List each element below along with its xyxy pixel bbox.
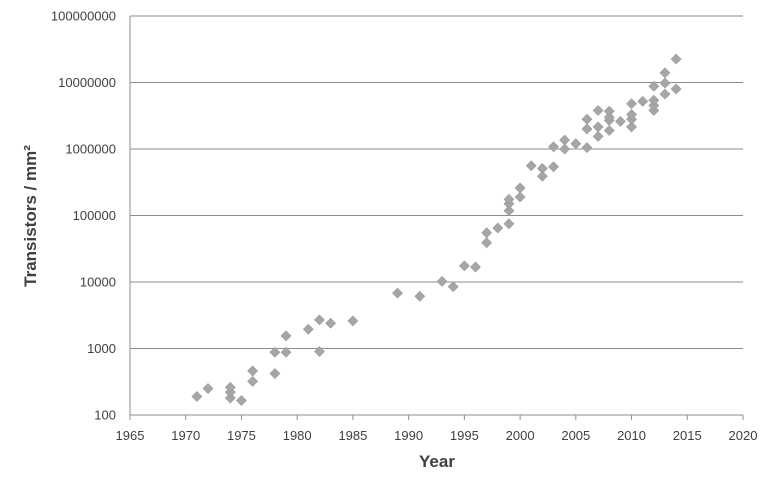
x-tick-label: 1975 bbox=[227, 428, 256, 443]
data-point bbox=[247, 365, 259, 377]
y-tick-labels: 100 1000 10000 100000 1000000 10000000 1000000… bbox=[51, 9, 116, 423]
x-tick-label: 2005 bbox=[561, 428, 590, 443]
data-point bbox=[592, 130, 604, 142]
x-tick-label: 1990 bbox=[394, 428, 423, 443]
data-point bbox=[536, 163, 548, 174]
data-point bbox=[670, 83, 682, 95]
x-tick-label: 2015 bbox=[673, 428, 702, 443]
data-point bbox=[458, 260, 470, 272]
y-tick-label: 1000 bbox=[87, 341, 116, 356]
data-point bbox=[302, 323, 314, 335]
x-tick-label: 2020 bbox=[729, 428, 758, 443]
data-point bbox=[536, 170, 548, 182]
data-point bbox=[492, 222, 504, 234]
data-point bbox=[659, 67, 671, 79]
x-tick-label: 1995 bbox=[450, 428, 479, 443]
data-point bbox=[559, 134, 571, 146]
x-tick-label: 1985 bbox=[338, 428, 367, 443]
data-point bbox=[592, 105, 604, 116]
y-tick-label: 100000000 bbox=[51, 9, 116, 24]
data-point bbox=[559, 143, 571, 155]
data-point bbox=[392, 287, 403, 299]
data-point bbox=[659, 77, 671, 89]
data-point bbox=[481, 227, 493, 239]
gridlines bbox=[130, 15, 743, 349]
data-point bbox=[247, 375, 259, 387]
data-point bbox=[603, 125, 615, 136]
data-point bbox=[470, 261, 481, 273]
x-tick-label: 1970 bbox=[171, 428, 200, 443]
data-point bbox=[447, 281, 459, 293]
data-point bbox=[481, 237, 493, 249]
data-point bbox=[269, 368, 281, 379]
data-point bbox=[503, 218, 515, 230]
data-point bbox=[514, 182, 526, 194]
data-point bbox=[581, 142, 593, 154]
y-tick-label: 1000000 bbox=[65, 142, 116, 157]
data-point bbox=[314, 346, 325, 357]
data-point bbox=[414, 290, 426, 302]
data-point bbox=[514, 191, 526, 203]
data-point bbox=[670, 53, 682, 65]
y-tick-label: 100 bbox=[94, 408, 116, 423]
y-tick-label: 10000 bbox=[80, 275, 116, 290]
data-point bbox=[224, 381, 236, 393]
y-tick-label: 10000000 bbox=[58, 75, 116, 90]
y-axis-title: Transistors / mm² bbox=[21, 145, 40, 287]
data-point bbox=[548, 161, 559, 173]
data-point bbox=[202, 383, 214, 394]
data-point bbox=[191, 391, 203, 402]
data-point bbox=[648, 80, 660, 92]
data-point bbox=[280, 346, 292, 358]
data-point bbox=[269, 346, 281, 358]
data-point bbox=[614, 115, 626, 127]
data-point bbox=[347, 315, 359, 327]
x-tick-label: 1965 bbox=[116, 428, 145, 443]
data-point bbox=[325, 317, 337, 329]
data-point bbox=[280, 330, 292, 342]
data-point bbox=[314, 314, 325, 326]
data-point bbox=[548, 141, 559, 153]
data-point bbox=[626, 98, 637, 110]
data-point bbox=[581, 123, 593, 135]
data-point bbox=[592, 121, 604, 133]
data-point bbox=[659, 88, 671, 100]
x-tick-label: 2010 bbox=[617, 428, 646, 443]
data-point bbox=[570, 138, 582, 150]
data-point bbox=[626, 121, 637, 133]
data-point bbox=[626, 109, 637, 120]
data-point bbox=[224, 392, 236, 404]
x-tick-label: 2000 bbox=[506, 428, 535, 443]
axes bbox=[129, 16, 744, 420]
y-tick-label: 100000 bbox=[73, 208, 116, 223]
data-point bbox=[236, 395, 247, 406]
data-point bbox=[503, 205, 515, 217]
data-point bbox=[637, 95, 649, 107]
x-tick-label: 1980 bbox=[283, 428, 312, 443]
data-point bbox=[603, 105, 615, 117]
data-point bbox=[581, 113, 593, 125]
data-point bbox=[648, 94, 660, 106]
data-point bbox=[503, 193, 515, 205]
data-points bbox=[191, 53, 682, 406]
data-point bbox=[603, 111, 615, 123]
x-tick-labels: 1965 1970 1975 1980 1985 1990 1995 2000 2005 2010… bbox=[116, 428, 758, 443]
x-axis-title: Year bbox=[419, 452, 455, 471]
data-point bbox=[525, 160, 537, 172]
data-point bbox=[436, 276, 448, 287]
